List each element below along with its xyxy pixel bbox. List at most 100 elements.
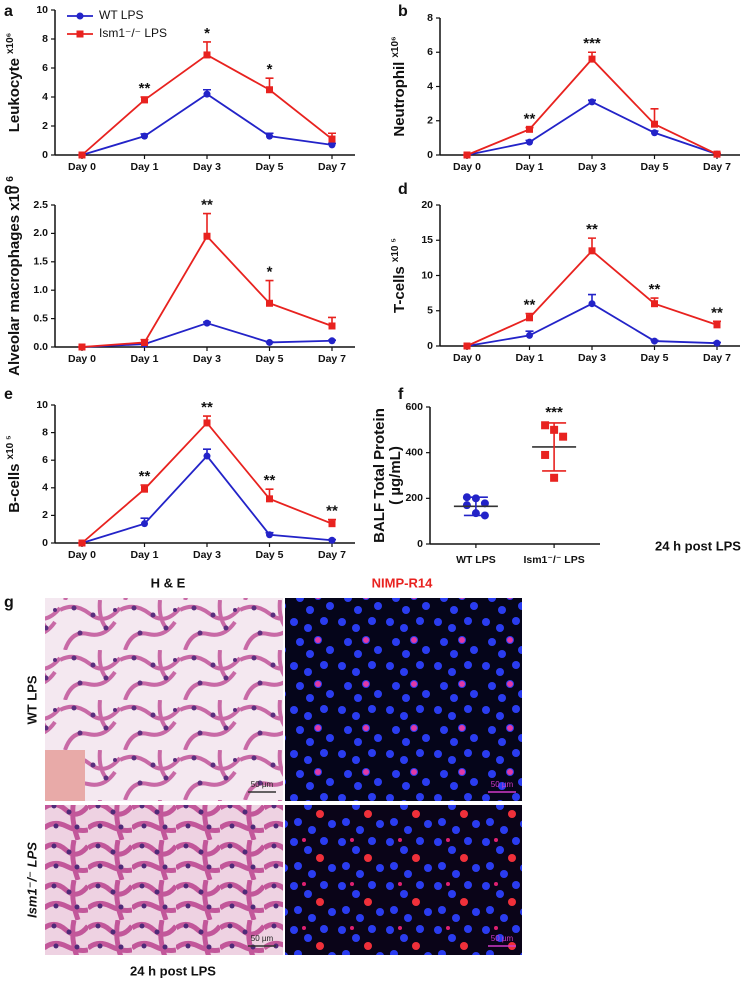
- marker: [526, 139, 533, 146]
- x-tick-label: Day 0: [68, 353, 96, 365]
- y-axis-unit: ( µg/mL): [387, 446, 404, 505]
- significance: **: [139, 80, 151, 97]
- marker: [141, 339, 148, 346]
- panel-g: g H & E NIMP-R14 WT LPS Ism1⁻/⁻ LPS 50 µ…: [4, 575, 522, 978]
- x-tick-label: Day 3: [578, 352, 606, 364]
- x-tick-label: Day 7: [318, 353, 346, 365]
- panel-letter: b: [398, 3, 408, 20]
- scale-label: 50 µm: [491, 934, 514, 943]
- data-point: [550, 474, 558, 482]
- y-axis-title: T-cellsx10 ⁵: [390, 238, 408, 313]
- y-axis-title: Neutrophil x10⁶: [390, 36, 408, 136]
- marker: [79, 540, 86, 547]
- marker: [714, 151, 721, 158]
- marker: [266, 86, 273, 93]
- y-tick-label: 8: [42, 426, 48, 438]
- column-label: NIMP-R14: [372, 575, 433, 590]
- marker: [79, 344, 86, 351]
- y-tick-label: 2.0: [33, 227, 48, 239]
- y-tick-label: 0: [417, 538, 423, 550]
- y-tick-label: 10: [36, 399, 48, 411]
- y-tick-label: 2: [42, 120, 48, 132]
- marker: [266, 133, 273, 140]
- y-axis-unit: x10⁶: [5, 33, 16, 54]
- x-tick-label: Day 3: [578, 161, 606, 173]
- y-tick-label: 6: [42, 454, 48, 466]
- y-axis-title: Alveolar macrophages x106: [5, 176, 23, 376]
- y-tick-label: 10: [421, 269, 433, 281]
- legend-marker: [77, 31, 84, 38]
- y-tick-label: 20: [421, 199, 433, 211]
- marker: [526, 332, 533, 339]
- marker: [464, 152, 471, 159]
- marker: [79, 152, 86, 159]
- significance: **: [201, 196, 213, 213]
- micrograph: [285, 805, 522, 955]
- y-tick-label: 0: [427, 149, 433, 161]
- marker: [266, 495, 273, 502]
- marker: [589, 98, 596, 105]
- y-tick-label: 4: [427, 80, 433, 92]
- y-axis-title: B-cells x10 ⁵: [5, 435, 23, 513]
- marker: [329, 337, 336, 344]
- y-tick-label: 1.0: [33, 284, 48, 296]
- y-tick-label: 400: [405, 446, 423, 458]
- scale-label: 50 µm: [251, 934, 274, 943]
- y-axis-title-text: BALF Total Protein: [371, 408, 388, 543]
- x-tick-label: Day 1: [130, 353, 158, 365]
- y-axis-unit: x10 ⁵: [5, 435, 16, 459]
- x-tick-label: Day 0: [453, 352, 481, 364]
- x-tick-label: Day 7: [703, 352, 731, 364]
- y-axis-title: Leukocyte x10⁶: [5, 33, 23, 133]
- y-tick-label: 200: [405, 492, 423, 504]
- significance: *: [267, 61, 273, 78]
- significance: **: [586, 221, 598, 238]
- significance: **: [264, 472, 276, 489]
- column-label: H & E: [151, 575, 186, 590]
- y-axis-unit: x10⁶: [390, 36, 401, 57]
- y-tick-label: 5: [427, 305, 433, 317]
- y-axis-title-text: Alveolar macrophages x10: [6, 186, 23, 376]
- x-tick-label: Day 5: [255, 353, 283, 365]
- significance: **: [711, 304, 723, 321]
- y-tick-label: 0: [42, 149, 48, 161]
- y-axis-title-text: Leukocyte: [6, 58, 23, 132]
- micrograph: [285, 598, 522, 801]
- series-line: [467, 102, 717, 155]
- x-tick-label: Day 0: [68, 549, 96, 561]
- data-point: [541, 451, 549, 459]
- legend-label: WT LPS: [99, 8, 143, 22]
- marker: [589, 56, 596, 63]
- significance: **: [139, 468, 151, 485]
- y-tick-label: 10: [36, 4, 48, 16]
- marker: [141, 133, 148, 140]
- y-tick-label: 8: [427, 12, 433, 24]
- significance: ***: [545, 404, 563, 421]
- marker: [651, 129, 658, 136]
- significance: **: [326, 503, 338, 520]
- caption: 24 h post LPS: [130, 963, 216, 978]
- y-tick-label: 0: [42, 537, 48, 549]
- note: 24 h post LPS: [655, 538, 741, 553]
- x-tick-label: Day 5: [255, 549, 283, 561]
- marker: [714, 321, 721, 328]
- legend-marker: [77, 13, 84, 20]
- x-tick-label: Day 1: [130, 161, 158, 173]
- marker: [714, 340, 721, 347]
- x-tick-label: Day 7: [703, 161, 731, 173]
- y-tick-label: 8: [42, 33, 48, 45]
- y-axis-title-text: B-cells: [6, 463, 23, 512]
- y-axis-title-text: Neutrophil: [391, 62, 408, 137]
- y-tick-label: 2.5: [33, 199, 48, 211]
- x-tick-label: WT LPS: [456, 554, 496, 566]
- marker: [204, 453, 211, 460]
- x-tick-label: Day 5: [640, 161, 668, 173]
- marker: [141, 520, 148, 527]
- marker: [204, 419, 211, 426]
- x-tick-label: Day 0: [68, 161, 96, 173]
- series-line: [82, 94, 332, 155]
- y-tick-label: 6: [42, 62, 48, 74]
